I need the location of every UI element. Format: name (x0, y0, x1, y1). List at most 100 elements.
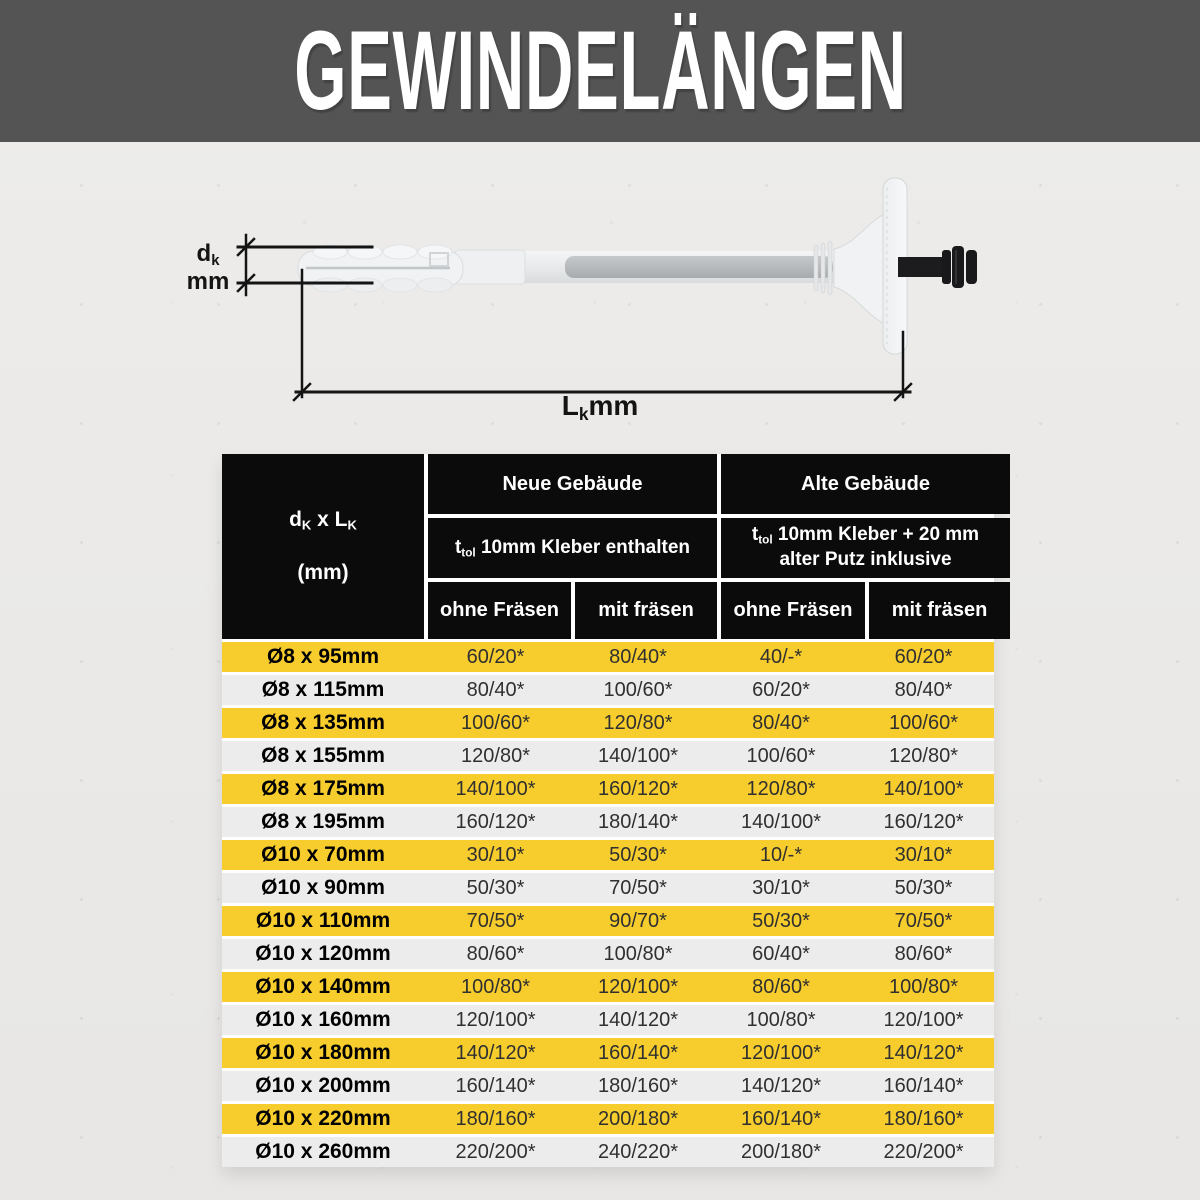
row-value: 80/60* (466, 942, 525, 965)
dk-unit-line: mm (186, 268, 230, 296)
row-value: 70/50* (894, 909, 953, 932)
row-value: 80/40* (894, 678, 953, 701)
row-value: 100/60* (889, 711, 958, 734)
row-value: 10/-* (759, 843, 803, 866)
row-value: 120/80* (603, 711, 673, 734)
row-label: Ø10 x 90mm (261, 876, 385, 899)
row-label: Ø10 x 180mm (255, 1041, 391, 1064)
row-value: 80/60* (894, 942, 953, 965)
row-label: Ø10 x 200mm (255, 1074, 391, 1097)
row-value: 60/40* (752, 942, 810, 965)
group-header-alte-gebaeude: Alte Gebäude (721, 454, 1010, 514)
row-value: 180/160* (455, 1107, 536, 1130)
row-value: 50/30* (752, 909, 810, 932)
row-value: 160/140* (740, 1107, 822, 1130)
table-row: Ø10 x 220mm 180/160* 200/180* 160/140* 1… (222, 1104, 994, 1134)
corner-unit: (mm) (297, 560, 349, 584)
row-value: 140/120* (883, 1041, 964, 1064)
table-row: Ø8 x 115mm 80/40* 100/60* 60/20* 80/40* (222, 675, 994, 705)
table-row: Ø10 x 260mm 220/200* 240/220* 200/180* 2… (222, 1137, 994, 1167)
title-banner: GEWINDELÄNGEN (0, 0, 1200, 142)
table-row: Ø10 x 90mm 50/30* 70/50* 30/10* 50/30* (222, 873, 994, 903)
row-label: Ø10 x 220mm (255, 1107, 391, 1130)
row-value: 160/120* (597, 777, 679, 800)
dimension-lines (236, 233, 913, 402)
row-value: 100/80* (461, 975, 530, 998)
column-header-neue-mit-fraesen: mit fräsen (575, 582, 717, 639)
table-row: Ø10 x 140mm 100/80* 120/100* 80/60* 100/… (222, 972, 994, 1002)
row-label: Ø8 x 115mm (261, 678, 385, 701)
row-value: 80/40* (609, 645, 667, 668)
row-value: 100/80* (603, 942, 673, 965)
row-value: 120/80* (746, 777, 816, 800)
row-value: 160/120* (883, 810, 964, 833)
row-value: 30/10* (466, 843, 525, 866)
column-header-neue-ohne-fraesen: ohne Fräsen (428, 582, 571, 639)
row-value: 120/100* (740, 1041, 822, 1064)
row-label: Ø8 x 195mm (261, 810, 385, 833)
row-value: 220/200* (883, 1140, 964, 1163)
row-value: 100/60* (603, 678, 673, 701)
row-value: 140/120* (455, 1041, 536, 1064)
dowel-diagram-drawing (236, 177, 977, 402)
table-row: Ø10 x 200mm 160/140* 180/160* 140/120* 1… (222, 1071, 994, 1101)
row-value: 160/140* (455, 1074, 536, 1097)
thread-length-table: dK x LK (mm) Neue Gebäude Alte Gebäude t… (222, 454, 1010, 1167)
table-row: Ø10 x 180mm 140/120* 160/140* 120/100* 1… (222, 1038, 994, 1068)
row-value: 240/220* (597, 1140, 679, 1163)
table-row: Ø8 x 175mm 140/100* 160/120* 120/80* 140… (222, 774, 994, 804)
length-dimension-label: Lkmm (561, 390, 639, 424)
table-row: Ø10 x 70mm 30/10* 50/30* 10/-* 30/10* (222, 840, 994, 870)
row-value: 120/100* (597, 975, 679, 998)
row-value: 30/10* (752, 876, 810, 899)
diameter-dimension-label: dk mm (176, 241, 240, 295)
row-label: Ø8 x 95mm (266, 645, 380, 668)
row-value: 70/50* (609, 876, 667, 899)
row-value: 60/20* (894, 645, 953, 668)
row-value: 70/50* (466, 909, 525, 932)
row-value: 30/10* (894, 843, 953, 866)
table-row: Ø10 x 120mm 80/60* 100/80* 60/40* 80/60* (222, 939, 994, 969)
table-body: Ø8 x 95mm 60/20* 80/40* 40/-* 60/20* Ø8 … (222, 642, 994, 1167)
row-label: Ø8 x 135mm (261, 711, 385, 734)
table-row: Ø10 x 110mm 70/50* 90/70* 50/30* 70/50* (222, 906, 994, 936)
page-title: GEWINDELÄNGEN (293, 8, 907, 133)
row-value: 200/180* (597, 1107, 679, 1130)
corner-dimension-formula: dK x LK (289, 508, 357, 533)
row-value: 180/140* (597, 810, 679, 833)
row-value: 140/100* (740, 810, 822, 833)
row-value: 100/80* (746, 1008, 816, 1031)
row-value: 140/120* (597, 1008, 679, 1031)
row-value: 120/80* (461, 744, 530, 767)
subnote-neue-gebaeude: ttol 10mm Kleber enthalten (428, 518, 717, 578)
column-header-alte-mit-fraesen: mit fräsen (869, 582, 1010, 639)
table-row: Ø8 x 95mm 60/20* 80/40* 40/-* 60/20* (222, 642, 994, 672)
table-row: Ø8 x 135mm 100/60* 120/80* 80/40* 100/60… (222, 708, 994, 738)
row-value: 140/100* (883, 777, 964, 800)
row-value: 220/200* (455, 1140, 536, 1163)
group-header-neue-gebaeude: Neue Gebäude (428, 454, 717, 514)
row-value: 100/60* (746, 744, 816, 767)
row-value: 50/30* (466, 876, 525, 899)
row-value: 60/20* (752, 678, 810, 701)
dowel-illustration (297, 177, 977, 355)
row-value: 120/80* (889, 744, 958, 767)
row-value: 90/70* (609, 909, 667, 932)
table-row: Ø8 x 195mm 160/120* 180/140* 140/100* 16… (222, 807, 994, 837)
row-value: 60/20* (466, 645, 525, 668)
row-value: 140/120* (740, 1074, 822, 1097)
row-value: 160/120* (455, 810, 536, 833)
column-header-alte-ohne-fraesen: ohne Fräsen (721, 582, 865, 639)
row-value: 40/-* (759, 645, 803, 668)
dk-symbol-line: dk (196, 240, 220, 270)
row-value: 160/140* (883, 1074, 964, 1097)
row-label: Ø10 x 160mm (255, 1008, 391, 1031)
row-value: 140/100* (455, 777, 536, 800)
row-value: 160/140* (597, 1041, 679, 1064)
row-value: 100/80* (889, 975, 958, 998)
row-value: 120/100* (883, 1008, 964, 1031)
row-value: 120/100* (455, 1008, 536, 1031)
row-label: Ø8 x 175mm (261, 777, 385, 800)
row-value: 180/160* (597, 1074, 679, 1097)
